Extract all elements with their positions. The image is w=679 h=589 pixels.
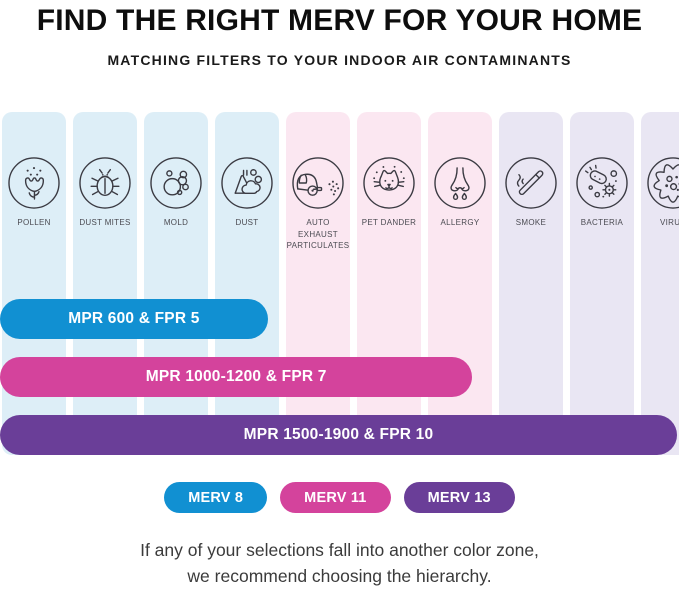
virus-icon xyxy=(645,155,679,211)
page-title: FIND THE RIGHT MERV FOR YOUR HOME xyxy=(36,4,643,37)
allergy-icon xyxy=(432,155,488,211)
column-mold: MOLD xyxy=(144,112,208,455)
rating-bar-label: MPR 1000-1200 & FPR 7 xyxy=(145,368,327,385)
column-pollen: POLLEN xyxy=(2,112,66,455)
column-smoke: SMOKE xyxy=(499,112,563,455)
column-allergy: ALLERGY xyxy=(428,112,492,455)
footer-line1: If any of your selections fall into anot… xyxy=(140,540,539,560)
column-pet-dander: PET DANDER xyxy=(357,112,421,455)
pill-merv-13: MERV 13 xyxy=(403,482,515,513)
column-label: DUST MITES xyxy=(79,218,131,227)
footer-line2: we recommend choosing the hierarchy. xyxy=(187,566,492,586)
footer-note: If any of your selections fall into anot… xyxy=(0,537,679,589)
rating-bar-mpr-600-fpr-5: MPR 600 & FPR 5 xyxy=(0,299,268,339)
pill-label: MERV 8 xyxy=(188,489,244,506)
column-label: BACTERIA xyxy=(580,218,624,227)
column-label: DUST xyxy=(235,218,259,227)
contaminant-columns: POLLEN DUST MITES MOLD DUST AUTO EXHAUST PAR… xyxy=(2,112,679,455)
column-label: VIRUS xyxy=(660,218,679,227)
rating-bar-mpr-1500-1900-fpr-10: MPR 1500-1900 & FPR 10 xyxy=(0,415,677,455)
column-dust-mites: DUST MITES xyxy=(73,112,137,455)
merv-legend: MERV 8 MERV 11 MERV 13 xyxy=(0,482,679,513)
dust-mites-icon xyxy=(77,155,133,211)
column-virus: VIRUS xyxy=(641,112,679,455)
rating-bar-label: MPR 600 & FPR 5 xyxy=(68,310,200,327)
smoke-icon xyxy=(503,155,559,211)
page-subtitle: MATCHING FILTERS TO YOUR INDOOR AIR CONT… xyxy=(107,52,572,68)
dust-icon xyxy=(219,155,275,211)
pill-label: MERV 11 xyxy=(304,489,367,506)
column-label: AUTO EXHAUST PARTICULATES xyxy=(286,218,350,251)
column-dust: DUST xyxy=(215,112,279,455)
rating-bar-label: MPR 1500-1900 & FPR 10 xyxy=(243,426,434,443)
rating-bar-mpr-1000-1200-fpr-7: MPR 1000-1200 & FPR 7 xyxy=(0,357,473,397)
pill-merv-8: MERV 8 xyxy=(164,482,268,513)
column-label: SMOKE xyxy=(515,218,547,227)
mold-icon xyxy=(148,155,204,211)
pill-merv-11: MERV 11 xyxy=(280,482,391,513)
column-bacteria: BACTERIA xyxy=(570,112,634,455)
column-label: POLLEN xyxy=(17,218,51,227)
bacteria-icon xyxy=(574,155,630,211)
column-label: MOLD xyxy=(163,218,189,227)
pill-label: MERV 13 xyxy=(427,489,491,506)
column-auto-exhaust-particulates: AUTO EXHAUST PARTICULATES xyxy=(286,112,350,455)
auto-exhaust-icon xyxy=(290,155,346,211)
column-label: PET DANDER xyxy=(361,218,417,227)
pollen-icon xyxy=(6,155,62,211)
pet-dander-icon xyxy=(361,155,417,211)
column-label: ALLERGY xyxy=(440,218,480,227)
